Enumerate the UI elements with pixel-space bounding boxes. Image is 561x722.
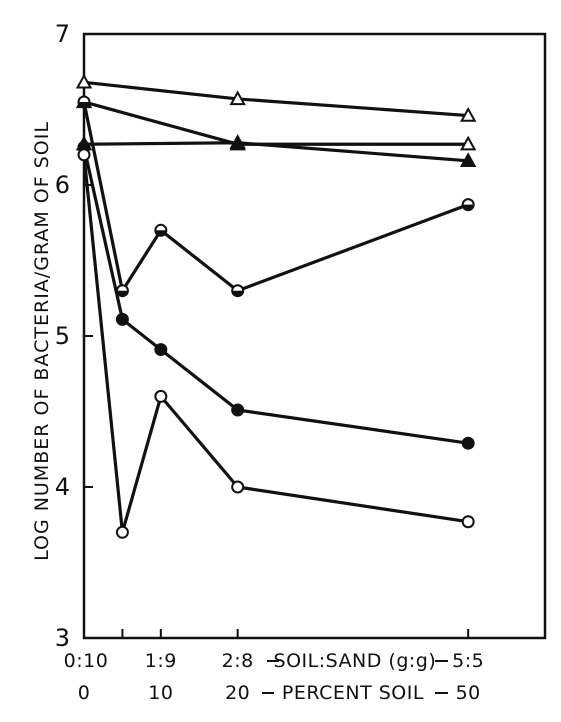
y-axis-ticks: 3 4 5 6 7 xyxy=(55,20,93,652)
x-tick-label-ratio: 2:8 xyxy=(222,650,254,672)
series-5 xyxy=(77,140,475,450)
data-point xyxy=(231,403,245,417)
data-point xyxy=(459,135,477,151)
y-tick-label: 7 xyxy=(55,20,70,48)
data-point xyxy=(115,312,129,326)
y-tick-label: 6 xyxy=(55,171,70,199)
data-point xyxy=(115,525,129,539)
data-point xyxy=(77,148,91,162)
data-point-fill xyxy=(155,230,167,236)
x-tick-label-percent: 0 xyxy=(78,682,91,704)
series-group xyxy=(75,73,477,539)
data-point-fill xyxy=(116,290,128,297)
data-point-fill xyxy=(78,101,90,108)
data-point xyxy=(75,73,93,89)
series-3 xyxy=(75,134,477,168)
y-tick-label: 4 xyxy=(55,473,70,501)
y-tick-label: 3 xyxy=(55,624,70,652)
x-axis-ticks: 0:10 1:9 2:8 5:5 0 10 20 50 xyxy=(64,629,484,704)
series-1 xyxy=(75,73,477,122)
data-point xyxy=(154,343,168,357)
x-label-connectors xyxy=(262,660,448,694)
series-2 xyxy=(75,93,477,151)
x-tick-label-percent: 50 xyxy=(456,682,481,704)
series-line xyxy=(82,154,469,534)
x-tick-label-percent: 10 xyxy=(148,682,173,704)
data-point xyxy=(459,152,477,168)
data-point xyxy=(461,436,475,450)
x-tick-label-ratio: 5:5 xyxy=(452,650,484,672)
data-point xyxy=(461,515,475,529)
data-point-fill xyxy=(232,290,244,297)
data-point xyxy=(229,134,246,149)
y-tick-label: 5 xyxy=(55,322,70,350)
data-point xyxy=(231,480,245,494)
data-point xyxy=(229,90,246,106)
series-line xyxy=(83,80,469,118)
series-4 xyxy=(77,95,475,298)
x-axis-label-ratio: SOIL:SAND (g:g) xyxy=(274,650,437,672)
plot-frame xyxy=(82,32,547,640)
series-line xyxy=(82,101,469,293)
series-line xyxy=(82,146,469,445)
data-point xyxy=(459,106,477,122)
x-tick-label-ratio: 0:10 xyxy=(64,650,109,672)
data-point-fill xyxy=(462,204,474,211)
data-point xyxy=(154,389,168,403)
series-line xyxy=(83,100,469,146)
x-tick-label-ratio: 1:9 xyxy=(145,650,177,672)
x-axis-label-percent: PERCENT SOIL xyxy=(282,682,424,704)
x-tick-label-percent: 20 xyxy=(225,682,250,704)
y-axis-label: LOG NUMBER OF BACTERIA/GRAM OF SOIL xyxy=(31,121,53,561)
series-6 xyxy=(77,148,475,539)
